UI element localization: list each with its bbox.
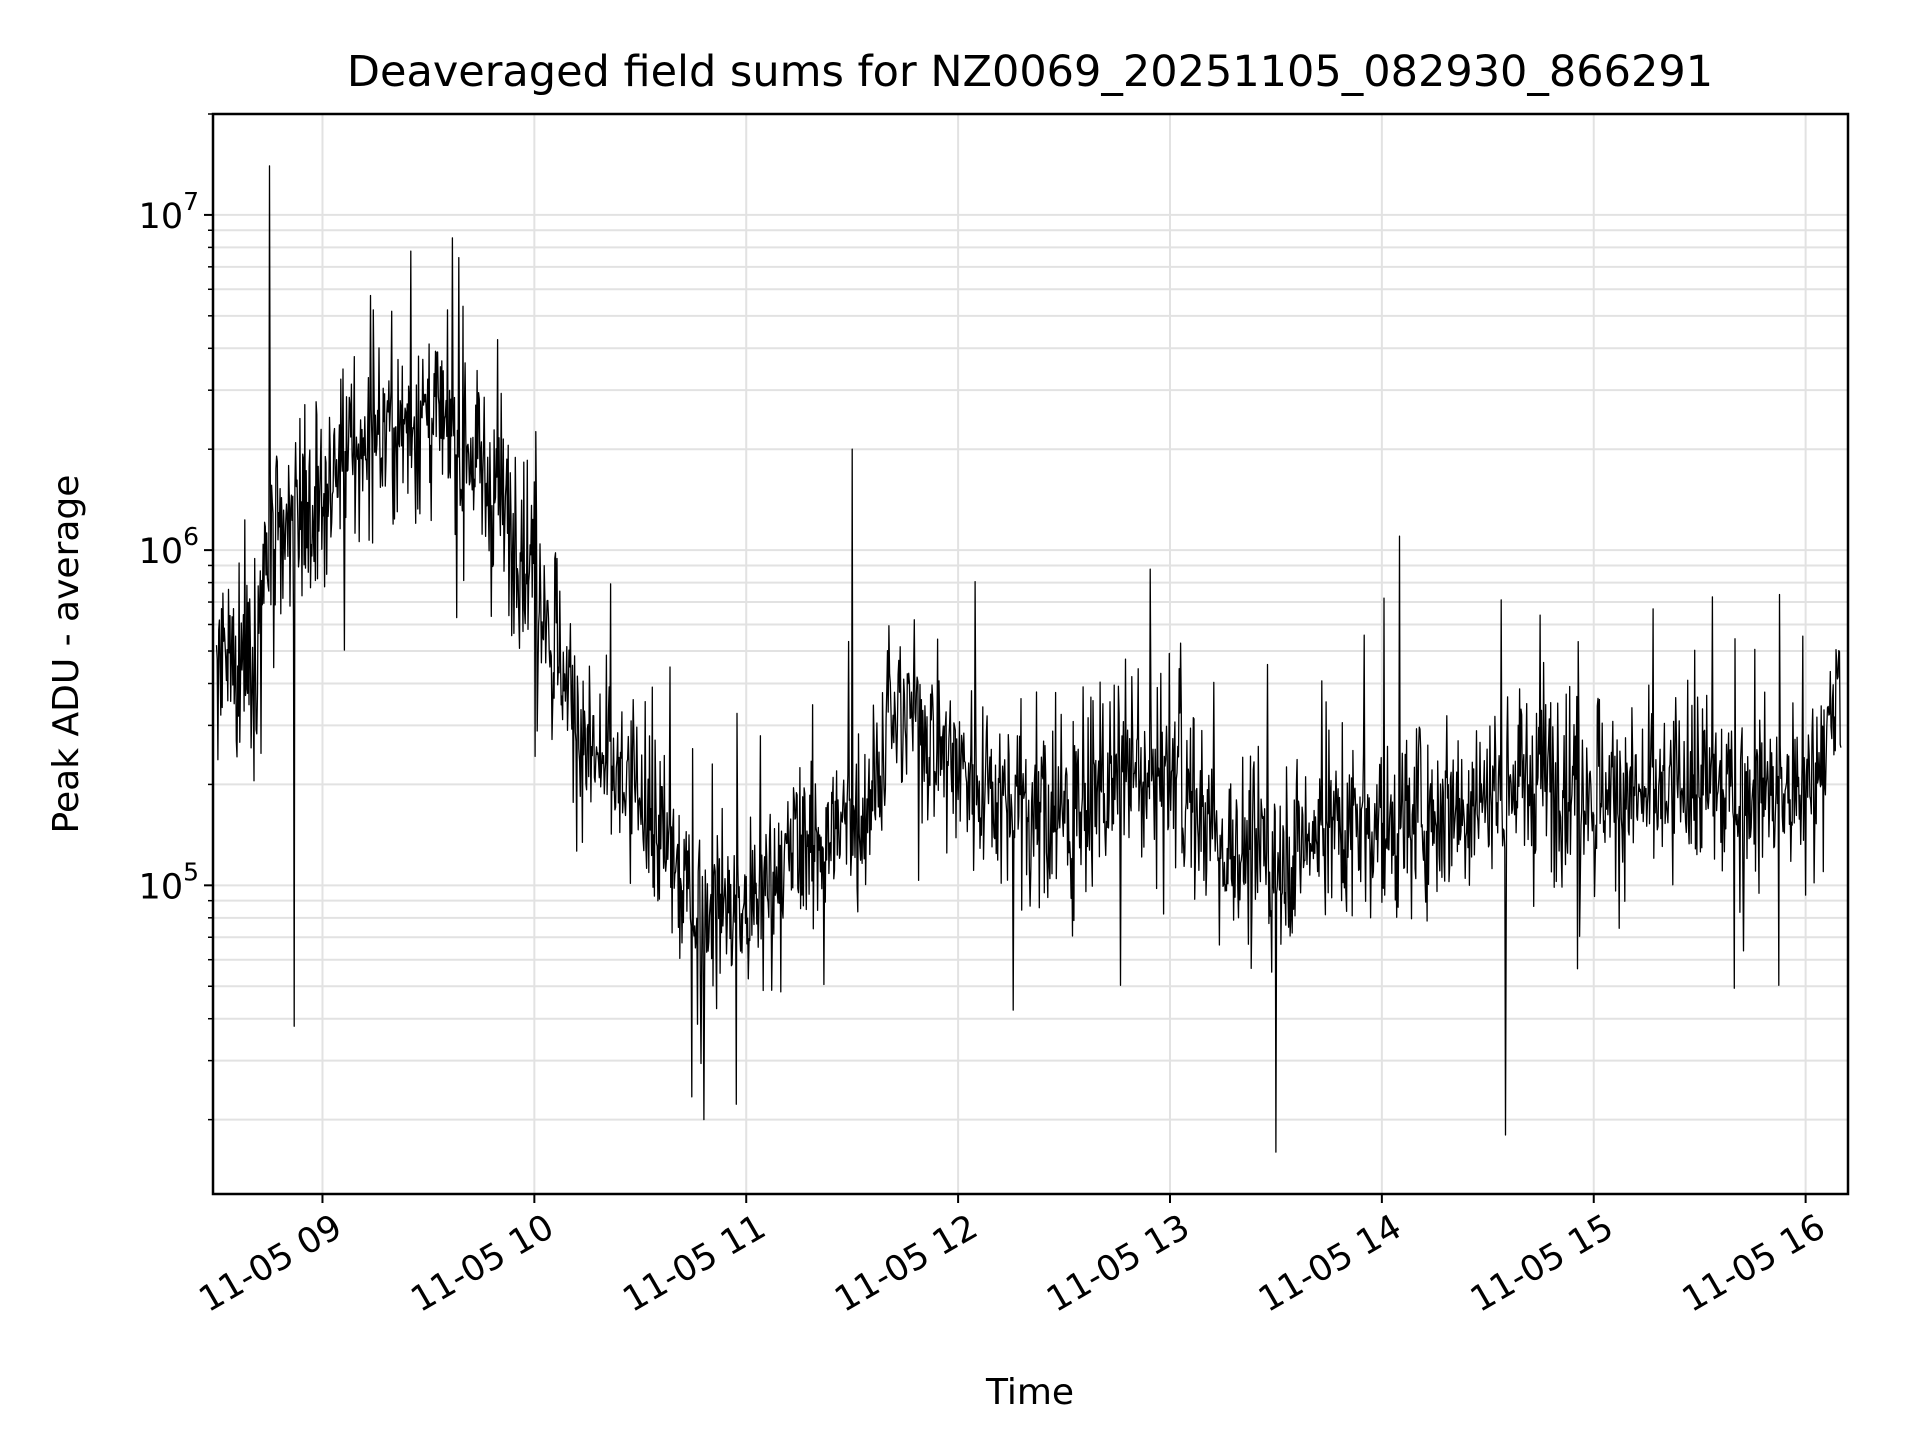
plot-frame (211, 112, 1850, 1196)
series-line (215, 165, 1842, 1153)
x-axis-label: Time (985, 1372, 1074, 1413)
series-line-layer (215, 165, 1842, 1153)
y-tick-label: 105 (139, 857, 199, 907)
y-axis: 105 106 107 (139, 113, 213, 1121)
chart-title: Deaveraged field sums for NZ0069_2025110… (347, 47, 1713, 97)
y-tick-label: 107 (139, 187, 199, 237)
y-axis-label: Peak ADU - average (46, 475, 87, 834)
y-tick-label: 106 (139, 522, 199, 572)
grid (213, 113, 1848, 1194)
